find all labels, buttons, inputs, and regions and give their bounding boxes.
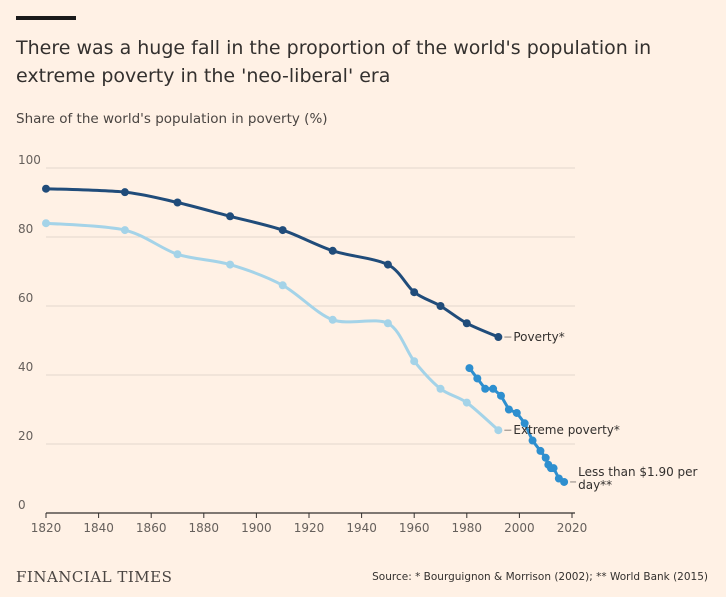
source-note: Source: * Bourguignon & Morrison (2002);… xyxy=(372,571,708,583)
data-point xyxy=(173,250,182,259)
label-less-than-190-line2: day** xyxy=(578,478,612,492)
data-point xyxy=(489,384,498,393)
x-tick-label: 1980 xyxy=(452,521,483,535)
x-tick-label: 1940 xyxy=(346,521,377,535)
x-tick-label: 2000 xyxy=(504,521,535,535)
header-accent-bar xyxy=(16,16,76,20)
brand-logo-text: FINANCIAL TIMES xyxy=(16,568,173,586)
data-point xyxy=(278,281,287,290)
y-axis-label: Share of the world's population in pover… xyxy=(16,111,328,127)
y-tick-label: 60 xyxy=(18,291,33,305)
data-point xyxy=(465,364,474,373)
y-tick-label: 20 xyxy=(18,429,33,443)
x-tick-label: 1920 xyxy=(294,521,325,535)
data-point xyxy=(462,398,471,407)
x-tick-label: 1960 xyxy=(399,521,430,535)
data-point xyxy=(494,426,503,435)
data-point xyxy=(328,246,337,255)
data-point xyxy=(278,226,287,235)
data-point xyxy=(226,212,235,221)
data-point xyxy=(383,319,392,328)
data-point xyxy=(436,302,445,310)
data-point xyxy=(42,219,50,228)
data-point xyxy=(528,436,537,445)
data-point xyxy=(120,226,129,235)
data-point xyxy=(462,319,471,328)
series-line-2 xyxy=(44,221,500,432)
x-tick-label: 2020 xyxy=(557,521,588,535)
label-poverty: Poverty* xyxy=(513,330,564,344)
label-less-than-190: Less than $1.90 per xyxy=(578,465,697,479)
data-point xyxy=(494,333,503,342)
y-tick-label: 80 xyxy=(18,222,33,236)
data-point xyxy=(410,357,419,366)
data-point xyxy=(383,260,392,269)
data-point xyxy=(328,315,337,324)
data-point xyxy=(120,188,129,197)
data-point xyxy=(496,391,505,400)
data-point xyxy=(520,419,529,428)
data-point xyxy=(504,405,513,414)
data-point xyxy=(481,384,490,393)
x-tick-label: 1840 xyxy=(83,521,114,535)
data-point xyxy=(512,408,521,417)
y-tick-label: 0 xyxy=(18,498,26,512)
x-tick-label: 1880 xyxy=(189,521,220,535)
data-point xyxy=(410,288,419,297)
x-tick-label: 1900 xyxy=(241,521,272,535)
x-tick-label: 1860 xyxy=(136,521,167,535)
label-extreme-poverty: Extreme poverty* xyxy=(513,423,620,437)
data-point xyxy=(173,198,182,207)
data-point xyxy=(560,477,569,486)
data-point xyxy=(536,446,545,455)
data-point xyxy=(549,464,558,473)
chart-title: There was a huge fall in the proportion … xyxy=(16,37,652,87)
y-tick-label: 40 xyxy=(18,360,33,374)
data-point xyxy=(473,374,482,383)
data-point xyxy=(436,384,445,393)
series-line-1 xyxy=(44,187,500,339)
data-point xyxy=(42,184,50,193)
y-tick-label: 100 xyxy=(18,153,41,167)
x-tick-label: 1820 xyxy=(31,521,62,535)
data-point xyxy=(226,260,235,269)
data-point xyxy=(541,453,550,462)
